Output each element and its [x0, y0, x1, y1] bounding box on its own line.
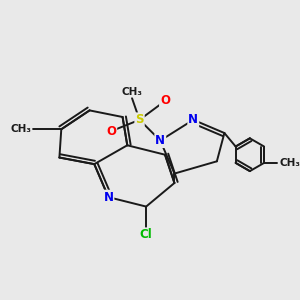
Text: CH₃: CH₃: [122, 87, 142, 97]
Text: O: O: [160, 94, 170, 107]
Text: N: N: [155, 134, 165, 147]
Text: N: N: [103, 190, 113, 204]
Text: O: O: [106, 124, 116, 138]
Text: N: N: [188, 113, 198, 126]
Text: CH₃: CH₃: [279, 158, 300, 168]
Text: CH₃: CH₃: [11, 124, 32, 134]
Text: S: S: [135, 113, 144, 126]
Text: Cl: Cl: [140, 228, 152, 242]
